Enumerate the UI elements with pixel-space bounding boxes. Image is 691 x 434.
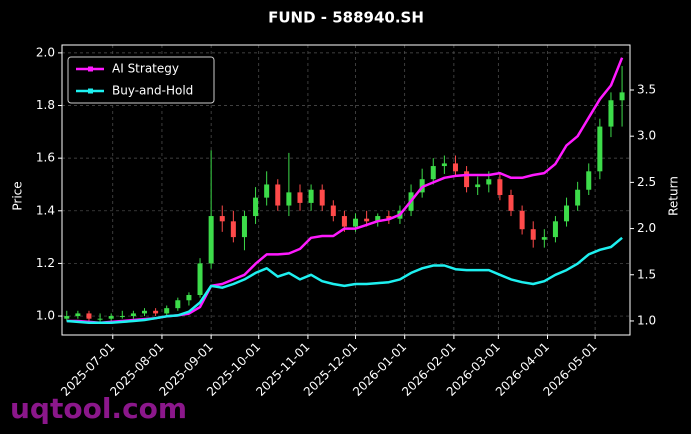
candle-body [364, 218, 370, 222]
candle-body [552, 221, 558, 238]
candle-body [208, 216, 214, 264]
y-tick-label: 1.0 [36, 309, 55, 323]
candle-body [508, 195, 514, 211]
candle-body [319, 189, 325, 206]
y2-tick-label: 2.5 [637, 175, 656, 189]
y2-tick-label: 1.5 [637, 267, 656, 281]
legend: AI Strategy Buy-and-Hold [67, 56, 215, 104]
candle-body [286, 192, 292, 206]
candle-body [497, 179, 503, 195]
candle-body [241, 216, 247, 238]
candle-body [486, 179, 492, 185]
chart-title: FUND - 588940.SH [268, 9, 424, 27]
legend-marker [88, 88, 93, 94]
candle-body [353, 218, 359, 227]
plot-frame [61, 44, 631, 336]
y-tick-label: 1.4 [36, 203, 55, 217]
y-tick-label: 1.6 [36, 151, 55, 165]
candle-body [153, 310, 159, 314]
candle-body [608, 100, 614, 127]
y-tick-label: 2.0 [36, 45, 55, 59]
candle-body [275, 184, 281, 206]
legend-marker [88, 66, 93, 72]
candle-body [530, 229, 536, 240]
legend-label: AI Strategy [112, 62, 179, 76]
candle-body [619, 92, 625, 101]
y-tick-label: 1.2 [36, 256, 55, 270]
watermark: uqtool.com [10, 392, 187, 425]
candle-body [197, 263, 203, 295]
candle-body [164, 308, 170, 314]
candle-body [86, 313, 92, 319]
candle-body [108, 316, 114, 319]
candle-body [297, 192, 303, 203]
candle-body [119, 316, 125, 318]
y2-tick-label: 2.0 [637, 221, 656, 235]
candle-body [130, 313, 136, 317]
candle-body [586, 171, 592, 190]
candle-body [441, 163, 447, 167]
candle-body [308, 189, 314, 203]
series-line [66, 236, 623, 325]
candle-body [75, 313, 81, 317]
candle-body [264, 184, 270, 198]
y2-tick-label: 3.0 [637, 129, 656, 143]
candle-body [564, 205, 570, 222]
y2-tick-label: 1.0 [637, 313, 656, 327]
candle-body [186, 295, 192, 301]
legend-box [67, 56, 215, 104]
candle-body [575, 189, 581, 206]
candle-body [452, 163, 458, 172]
candle-body [141, 310, 148, 314]
candle-body [430, 166, 436, 180]
y-tick-label: 1.8 [36, 98, 55, 112]
legend-label: Buy-and-Hold [112, 84, 193, 98]
candle-body [475, 184, 481, 188]
candle-body [97, 318, 103, 320]
candle-body [330, 205, 336, 217]
candle-body [375, 216, 381, 222]
candle-body [341, 216, 347, 227]
y2-tick-label: 3.5 [637, 82, 656, 96]
candle-body [464, 171, 470, 188]
candle-body [64, 316, 70, 319]
y-axis-label: Price [11, 181, 25, 210]
candle-body [230, 221, 236, 238]
candle-body [219, 216, 225, 222]
candle-body [519, 210, 525, 230]
candle-body [541, 237, 547, 240]
candle-body [175, 300, 181, 309]
y2-axis-label: Return [667, 176, 681, 216]
candle-body [597, 126, 603, 172]
candle-body [253, 197, 259, 217]
candle-body [386, 216, 392, 219]
